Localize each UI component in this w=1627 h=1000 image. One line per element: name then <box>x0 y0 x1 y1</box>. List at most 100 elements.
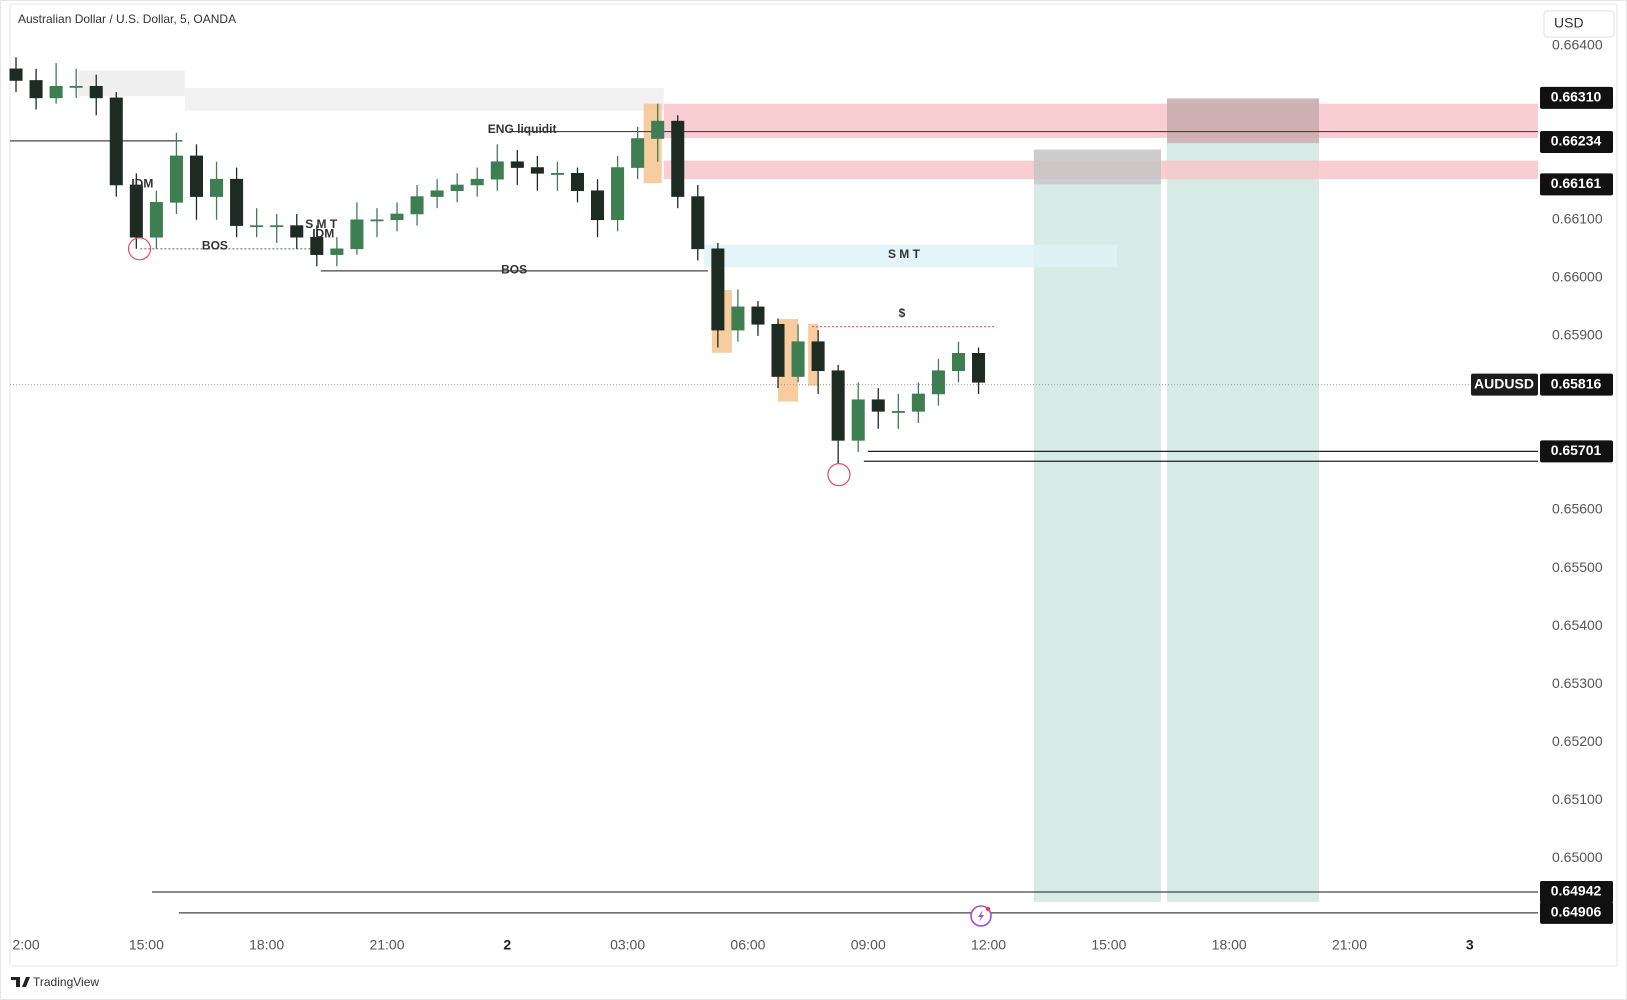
candle-body <box>831 370 845 441</box>
price-label: 0.66310 <box>1551 89 1602 105</box>
zone <box>184 88 664 111</box>
last-price-name: AUDUSD <box>1474 375 1534 391</box>
candle-body <box>671 120 685 197</box>
candle-body <box>230 178 244 226</box>
x-tick-label: 3 <box>1466 937 1474 953</box>
candle-body <box>911 393 925 412</box>
zone <box>643 103 662 184</box>
candle-body <box>270 225 284 228</box>
event-icon[interactable] <box>970 905 992 927</box>
candle-body <box>9 68 23 81</box>
candle-body <box>290 225 304 238</box>
x-tick-label: 06:00 <box>730 937 765 953</box>
last-price-name-box <box>1471 373 1538 396</box>
annotation: BOS <box>501 262 527 276</box>
y-tick-label: 0.66000 <box>1552 269 1603 285</box>
zone <box>1033 184 1162 902</box>
candle-body <box>189 155 204 197</box>
candle-body <box>731 306 745 331</box>
candle-body <box>370 219 384 222</box>
x-tick-label: 18:00 <box>249 937 284 953</box>
candle-body <box>751 306 765 325</box>
price-label-box <box>1540 173 1613 196</box>
annotation: IDM <box>131 177 153 191</box>
price-label: 0.65701 <box>1551 442 1602 458</box>
y-tick-label: 0.66400 <box>1552 36 1603 52</box>
candle-body <box>410 196 424 215</box>
x-tick-label: 2:00 <box>12 937 39 953</box>
candle-body <box>470 178 484 186</box>
x-tick-label: 12:00 <box>971 937 1006 953</box>
x-tick-label: 2 <box>503 937 511 953</box>
zone <box>703 244 1117 268</box>
candle-body <box>89 85 103 99</box>
annotation: S M T <box>305 217 338 231</box>
x-tick-label: 09:00 <box>851 937 886 953</box>
candle-body <box>129 184 143 238</box>
candle-body <box>490 161 504 180</box>
candle-body <box>791 341 805 377</box>
marker-circle <box>827 463 851 487</box>
marker-circle <box>127 237 152 261</box>
candle-body <box>149 202 163 238</box>
y-tick-label: 0.65100 <box>1552 791 1603 807</box>
candle-body <box>169 155 183 203</box>
candle-body <box>611 167 625 221</box>
y-tick-label: 0.65400 <box>1552 617 1603 633</box>
y-tick-label: 0.65200 <box>1552 733 1603 749</box>
candle-body <box>871 399 885 412</box>
footer-brand: TradingView <box>33 975 99 989</box>
x-tick-label: 15:00 <box>1091 937 1126 953</box>
candle-body <box>711 248 725 331</box>
annotation: IDM <box>312 226 334 240</box>
price-label: 0.66234 <box>1551 133 1602 149</box>
y-tick-label: 0.66100 <box>1552 210 1603 226</box>
candle-body <box>430 190 444 197</box>
currency-box[interactable] <box>1543 10 1615 38</box>
candle-body <box>811 341 825 372</box>
x-tick-label: 15:00 <box>129 937 164 953</box>
candle-body <box>530 167 544 174</box>
candle-body <box>350 219 364 250</box>
last-price-box <box>1540 373 1613 396</box>
candle-body <box>891 411 905 413</box>
candle-body <box>691 196 705 250</box>
candle-body <box>550 173 564 175</box>
candle-body <box>69 85 83 88</box>
price-label-box <box>1540 901 1613 924</box>
annotation: S M T <box>888 247 921 261</box>
candle-body <box>651 120 665 139</box>
candle-body <box>851 399 865 441</box>
candle-body <box>29 80 43 99</box>
logo-mark <box>11 977 30 987</box>
price-label: 0.64906 <box>1551 904 1602 920</box>
price-label-box <box>1540 881 1613 904</box>
candle-body <box>771 323 785 377</box>
candle-body <box>931 370 945 395</box>
x-tick-label: 21:00 <box>1332 937 1367 953</box>
price-label-box <box>1540 86 1613 109</box>
event-dot <box>985 906 991 912</box>
candle-body <box>591 190 605 221</box>
zone <box>1167 98 1320 144</box>
candle-body <box>972 353 986 383</box>
y-tick-label: 0.65500 <box>1552 559 1603 575</box>
candle-body <box>330 248 344 255</box>
candle-body <box>109 97 123 186</box>
last-price-label: 0.65816 <box>1551 375 1602 391</box>
price-label-box <box>1540 130 1613 153</box>
annotation: ENG liquidit <box>488 122 557 136</box>
price-label: 0.64942 <box>1551 883 1602 899</box>
candle-body <box>49 85 63 99</box>
candle-body <box>951 353 965 372</box>
candle-body <box>631 138 645 168</box>
candle-body <box>250 225 264 228</box>
chart-title: Australian Dollar / U.S. Dollar, 5, OAND… <box>18 12 236 26</box>
zone <box>1167 143 1320 902</box>
zone <box>663 103 1538 138</box>
candle-body <box>570 173 585 192</box>
currency[interactable]: USD <box>1554 15 1584 31</box>
